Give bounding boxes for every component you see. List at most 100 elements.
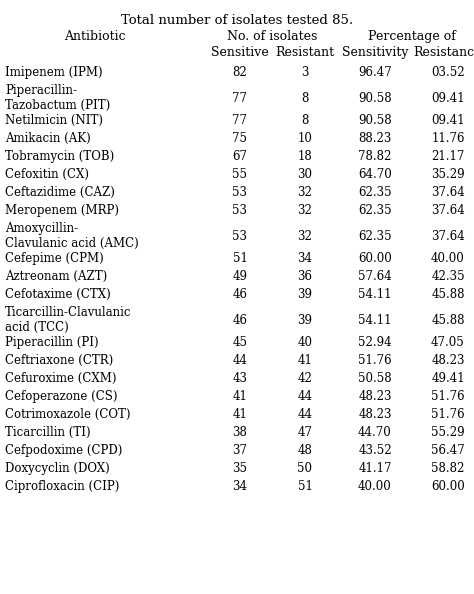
Text: 44: 44 [298,390,312,403]
Text: 45.88: 45.88 [431,314,465,327]
Text: 43.52: 43.52 [358,444,392,457]
Text: Cefoperazone (CS): Cefoperazone (CS) [5,390,118,403]
Text: Doxycyclin (DOX): Doxycyclin (DOX) [5,462,110,475]
Text: Cefuroxime (CXM): Cefuroxime (CXM) [5,372,117,385]
Text: 50.58: 50.58 [358,372,392,385]
Text: 38: 38 [233,426,247,439]
Text: 42.35: 42.35 [431,270,465,283]
Text: Sensitive: Sensitive [211,46,269,59]
Text: 44: 44 [298,408,312,421]
Text: Resistance: Resistance [414,46,474,59]
Text: 09.41: 09.41 [431,114,465,127]
Text: 60.00: 60.00 [431,480,465,493]
Text: Cotrimoxazole (COT): Cotrimoxazole (COT) [5,408,130,421]
Text: 11.76: 11.76 [431,132,465,145]
Text: 35: 35 [233,462,247,475]
Text: Ticarcillin (TI): Ticarcillin (TI) [5,426,91,439]
Text: 75: 75 [233,132,247,145]
Text: 67: 67 [233,150,247,163]
Text: Piperacillin (PI): Piperacillin (PI) [5,336,99,349]
Text: 46: 46 [233,288,247,301]
Text: 62.35: 62.35 [358,204,392,217]
Text: 21.17: 21.17 [431,150,465,163]
Text: 48.23: 48.23 [431,354,465,367]
Text: 51: 51 [298,480,312,493]
Text: 44.70: 44.70 [358,426,392,439]
Text: Cefepime (CPM): Cefepime (CPM) [5,252,104,265]
Text: 09.41: 09.41 [431,91,465,105]
Text: 36: 36 [298,270,312,283]
Text: 49.41: 49.41 [431,372,465,385]
Text: Piperacillin-
Tazobactum (PIT): Piperacillin- Tazobactum (PIT) [5,84,110,112]
Text: 39: 39 [298,314,312,327]
Text: 55.29: 55.29 [431,426,465,439]
Text: 30: 30 [298,168,312,181]
Text: 37.64: 37.64 [431,229,465,242]
Text: Ciprofloxacin (CIP): Ciprofloxacin (CIP) [5,480,119,493]
Text: 51.76: 51.76 [431,390,465,403]
Text: 90.58: 90.58 [358,114,392,127]
Text: 77: 77 [233,91,247,105]
Text: Resistant: Resistant [275,46,335,59]
Text: 78.82: 78.82 [358,150,392,163]
Text: 45.88: 45.88 [431,288,465,301]
Text: 51.76: 51.76 [431,408,465,421]
Text: 8: 8 [301,91,309,105]
Text: 60.00: 60.00 [358,252,392,265]
Text: 50: 50 [298,462,312,475]
Text: 34: 34 [298,252,312,265]
Text: 56.47: 56.47 [431,444,465,457]
Text: Antibiotic: Antibiotic [64,30,126,43]
Text: 90.58: 90.58 [358,91,392,105]
Text: 53: 53 [233,204,247,217]
Text: Percentage of: Percentage of [367,30,456,43]
Text: 57.64: 57.64 [358,270,392,283]
Text: 3: 3 [301,66,309,79]
Text: 52.94: 52.94 [358,336,392,349]
Text: 37.64: 37.64 [431,204,465,217]
Text: Meropenem (MRP): Meropenem (MRP) [5,204,119,217]
Text: Sensitivity: Sensitivity [342,46,408,59]
Text: 48.23: 48.23 [358,390,392,403]
Text: 32: 32 [298,229,312,242]
Text: 18: 18 [298,150,312,163]
Text: 62.35: 62.35 [358,229,392,242]
Text: 32: 32 [298,204,312,217]
Text: 48: 48 [298,444,312,457]
Text: 53: 53 [233,186,247,199]
Text: Ceftriaxone (CTR): Ceftriaxone (CTR) [5,354,113,367]
Text: Ticarcillin-Clavulanic
acid (TCC): Ticarcillin-Clavulanic acid (TCC) [5,306,131,334]
Text: 54.11: 54.11 [358,314,392,327]
Text: Aztreonam (AZT): Aztreonam (AZT) [5,270,107,283]
Text: 88.23: 88.23 [358,132,392,145]
Text: 77: 77 [233,114,247,127]
Text: 48.23: 48.23 [358,408,392,421]
Text: 40.00: 40.00 [431,252,465,265]
Text: 44: 44 [233,354,247,367]
Text: Amikacin (AK): Amikacin (AK) [5,132,91,145]
Text: Cefpodoxime (CPD): Cefpodoxime (CPD) [5,444,122,457]
Text: 64.70: 64.70 [358,168,392,181]
Text: Netilmicin (NIT): Netilmicin (NIT) [5,114,103,127]
Text: 10: 10 [298,132,312,145]
Text: 47.05: 47.05 [431,336,465,349]
Text: 34: 34 [233,480,247,493]
Text: 46: 46 [233,314,247,327]
Text: Ceftazidime (CAZ): Ceftazidime (CAZ) [5,186,115,199]
Text: 47: 47 [298,426,312,439]
Text: 58.82: 58.82 [431,462,465,475]
Text: 53: 53 [233,229,247,242]
Text: 82: 82 [233,66,247,79]
Text: 8: 8 [301,114,309,127]
Text: 45: 45 [233,336,247,349]
Text: Total number of isolates tested 85.: Total number of isolates tested 85. [121,14,353,27]
Text: Cefotaxime (CTX): Cefotaxime (CTX) [5,288,111,301]
Text: 49: 49 [233,270,247,283]
Text: Tobramycin (TOB): Tobramycin (TOB) [5,150,114,163]
Text: 42: 42 [298,372,312,385]
Text: 39: 39 [298,288,312,301]
Text: 51: 51 [233,252,247,265]
Text: 40.00: 40.00 [358,480,392,493]
Text: No. of isolates: No. of isolates [228,30,318,43]
Text: Cefoxitin (CX): Cefoxitin (CX) [5,168,89,181]
